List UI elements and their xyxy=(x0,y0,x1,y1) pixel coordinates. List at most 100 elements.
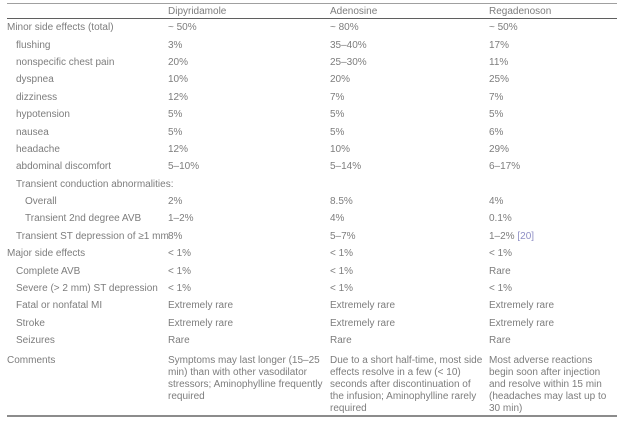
cell-value: Due to a short half-time, most side effe… xyxy=(330,355,483,415)
cell-value: < 1% xyxy=(330,248,354,260)
row-label: hypotension xyxy=(16,109,70,121)
cell-value: Most adverse reactions begin soon after … xyxy=(489,355,607,415)
row-label: Severe (> 2 mm) ST depression xyxy=(16,283,158,295)
row-label: Transient ST depression of ≥1 mm xyxy=(16,230,169,242)
cell-value: Extremely rare xyxy=(330,300,396,312)
cell-value: 20% xyxy=(330,74,351,86)
table-row: Transient ST depression of ≥1 mm 8% 5–7% 1–… xyxy=(7,228,617,245)
table-row: headache 12% 10% 29% xyxy=(7,141,617,158)
cell-value: 29% xyxy=(489,143,510,155)
row-label: nausea xyxy=(16,126,49,138)
table-row: Transient conduction abnormalities: xyxy=(7,176,617,193)
cell-value: 25% xyxy=(489,74,510,86)
cell-value: 12% xyxy=(168,143,189,155)
cell-value: 5% xyxy=(330,109,345,121)
cell-value: Extremely rare xyxy=(168,317,234,329)
table-row: Major side effects < 1% < 1% < 1% xyxy=(7,245,617,262)
column-header: Adenosine xyxy=(330,5,378,17)
cell-value: Rare xyxy=(330,335,352,347)
table-row: Seizures Rare Rare Rare xyxy=(7,332,617,349)
cell-value: 10% xyxy=(168,74,189,86)
cell-value: 7% xyxy=(330,91,345,103)
cell-value: 4% xyxy=(330,213,345,225)
cell-value: Rare xyxy=(168,335,190,347)
row-label: dyspnea xyxy=(16,74,54,86)
table-body: Minor side effects (total) ~ 50% ~ 80% ~ 50… xyxy=(7,19,617,415)
cell-value: 2% xyxy=(168,196,183,208)
side-effects-table: Dipyridamole Adenosine Regadenoson Minor s… xyxy=(7,3,617,415)
row-label: Transient conduction abnormalities: xyxy=(16,178,174,190)
cell-value: 12% xyxy=(168,91,189,103)
cell-value: 5–7% xyxy=(330,230,356,242)
table-row: Complete AVB < 1% < 1% Rare xyxy=(7,262,617,279)
row-label: abdominal discomfort xyxy=(16,161,112,173)
header-rule xyxy=(7,18,617,19)
cell-value: < 1% xyxy=(489,283,513,295)
table-row: dyspnea 10% 20% 25% xyxy=(7,71,617,88)
table-row: hypotension 5% 5% 5% xyxy=(7,106,617,123)
cell-value: 7% xyxy=(489,91,504,103)
cell-value: ~ 80% xyxy=(330,22,359,34)
row-label: Comments xyxy=(7,355,56,367)
cell-value: 11% xyxy=(489,56,509,68)
row-label: nonspecific chest pain xyxy=(16,56,115,68)
table-row: Fatal or nonfatal MI Extremely rare Extrem… xyxy=(7,297,617,314)
cell-value: 0.1% xyxy=(489,213,512,225)
cell-value: Rare xyxy=(489,335,511,347)
cell-value: 1–2% xyxy=(168,213,194,225)
cell-value: < 1% xyxy=(168,283,192,295)
row-label: Stroke xyxy=(16,317,45,329)
table-row: dizziness 12% 7% 7% xyxy=(7,89,617,106)
cell-value: Extremely rare xyxy=(489,317,555,329)
row-label: headache xyxy=(16,143,60,155)
cell-value: Extremely rare xyxy=(168,300,234,312)
column-header: Regadenoson xyxy=(489,5,552,17)
column-header: Dipyridamole xyxy=(168,5,227,17)
cell-value: 5% xyxy=(168,109,183,121)
cell-value: 10% xyxy=(330,143,351,155)
cell-value: < 1% xyxy=(330,283,354,295)
row-label: Complete AVB xyxy=(16,265,81,277)
cell-value: Extremely rare xyxy=(330,317,396,329)
cell-value: 1–2% [20] xyxy=(489,231,617,242)
cell-value: < 1% xyxy=(330,265,354,277)
cell-value: 5% xyxy=(168,126,183,138)
cell-value: Extremely rare xyxy=(489,300,555,312)
cell-value: 4% xyxy=(489,196,504,208)
row-label: flushing xyxy=(16,39,51,51)
cell-value: 5–10% xyxy=(168,161,200,173)
cell-value: 5–14% xyxy=(330,161,362,173)
cell-value: 35–40% xyxy=(330,39,367,51)
cell-value: 25–30% xyxy=(330,56,367,68)
top-rule xyxy=(7,3,617,4)
table-row: Stroke Extremely rare Extremely rare Extrem… xyxy=(7,315,617,332)
row-label: Transient 2nd degree AVB xyxy=(25,213,142,225)
cell-value: 8.5% xyxy=(330,196,353,208)
row-label: dizziness xyxy=(16,91,58,103)
cell-value: 8% xyxy=(168,230,183,242)
bottom-rule xyxy=(7,415,617,417)
cell-value: ~ 50% xyxy=(168,22,197,34)
cell-value: 5% xyxy=(330,126,345,138)
table-row: nausea 5% 5% 6% xyxy=(7,123,617,140)
table-row: Overall 2% 8.5% 4% xyxy=(7,193,617,210)
citation-link-20[interactable]: [20] xyxy=(517,230,535,242)
row-label: Overall xyxy=(25,196,57,208)
row-label: Seizures xyxy=(16,335,55,347)
row-label: Major side effects xyxy=(7,248,86,260)
cell-value: < 1% xyxy=(168,265,192,277)
cell-value: 20% xyxy=(168,56,189,68)
cell-value: 6% xyxy=(489,126,504,138)
cell-value: Symptoms may last longer (15–25 min) tha… xyxy=(168,355,323,403)
table-row: Severe (> 2 mm) ST depression < 1% < 1% < 1… xyxy=(7,280,617,297)
table-row: flushing 3% 35–40% 17% xyxy=(7,36,617,53)
cell-value-text: 1–2% xyxy=(489,230,518,242)
table-header-row: Dipyridamole Adenosine Regadenoson xyxy=(7,4,617,18)
table-row: abdominal discomfort 5–10% 5–14% 6–17% xyxy=(7,158,617,175)
row-label: Minor side effects (total) xyxy=(7,22,114,34)
cell-value: ~ 50% xyxy=(489,22,518,34)
cell-value: 5% xyxy=(489,109,504,121)
cell-value: 3% xyxy=(168,39,183,51)
table-row: Comments Symptoms may last longer (15–25 … xyxy=(7,349,617,415)
table-row: Transient 2nd degree AVB 1–2% 4% 0.1% xyxy=(7,210,617,227)
